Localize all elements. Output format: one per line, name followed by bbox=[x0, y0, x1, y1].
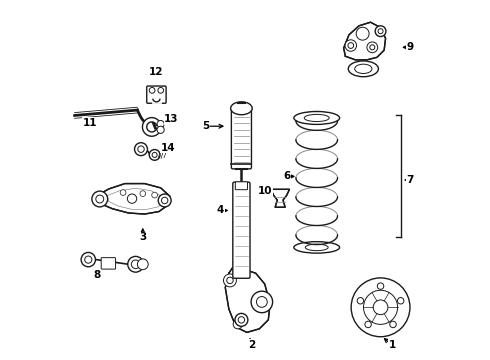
Ellipse shape bbox=[348, 61, 378, 77]
FancyBboxPatch shape bbox=[233, 182, 250, 278]
FancyBboxPatch shape bbox=[147, 86, 166, 103]
Ellipse shape bbox=[378, 29, 383, 34]
Ellipse shape bbox=[81, 252, 96, 267]
Text: 2: 2 bbox=[248, 340, 256, 350]
Ellipse shape bbox=[238, 317, 245, 323]
Ellipse shape bbox=[294, 112, 340, 125]
Ellipse shape bbox=[375, 26, 386, 37]
Ellipse shape bbox=[128, 256, 144, 272]
Ellipse shape bbox=[138, 146, 144, 152]
Ellipse shape bbox=[161, 197, 168, 204]
Ellipse shape bbox=[152, 192, 157, 198]
Ellipse shape bbox=[357, 297, 364, 304]
FancyBboxPatch shape bbox=[235, 182, 247, 190]
Ellipse shape bbox=[152, 152, 157, 157]
Polygon shape bbox=[96, 184, 170, 214]
Ellipse shape bbox=[120, 190, 126, 195]
Ellipse shape bbox=[235, 314, 248, 326]
Ellipse shape bbox=[85, 256, 92, 263]
FancyBboxPatch shape bbox=[231, 107, 251, 169]
Ellipse shape bbox=[157, 126, 164, 134]
Ellipse shape bbox=[149, 149, 160, 160]
Text: 8: 8 bbox=[94, 270, 101, 280]
Polygon shape bbox=[143, 118, 161, 136]
Ellipse shape bbox=[370, 45, 375, 50]
Text: 13: 13 bbox=[164, 114, 179, 124]
Ellipse shape bbox=[373, 300, 388, 315]
Polygon shape bbox=[343, 22, 386, 60]
Text: 12: 12 bbox=[149, 67, 164, 77]
Ellipse shape bbox=[127, 194, 137, 203]
Text: 10: 10 bbox=[258, 186, 272, 196]
Text: 11: 11 bbox=[83, 118, 98, 128]
Ellipse shape bbox=[348, 42, 354, 48]
FancyBboxPatch shape bbox=[101, 258, 116, 269]
Ellipse shape bbox=[256, 297, 267, 307]
Ellipse shape bbox=[137, 259, 148, 270]
Ellipse shape bbox=[227, 277, 233, 284]
Ellipse shape bbox=[158, 194, 171, 207]
Text: 14: 14 bbox=[161, 143, 175, 153]
Ellipse shape bbox=[377, 283, 384, 289]
Ellipse shape bbox=[92, 191, 108, 207]
Text: 1: 1 bbox=[389, 340, 395, 350]
Ellipse shape bbox=[304, 114, 329, 122]
Text: 4: 4 bbox=[217, 206, 224, 216]
Ellipse shape bbox=[140, 191, 146, 197]
Ellipse shape bbox=[251, 291, 272, 313]
Ellipse shape bbox=[135, 143, 147, 156]
Ellipse shape bbox=[305, 244, 328, 251]
Ellipse shape bbox=[149, 87, 155, 93]
Ellipse shape bbox=[367, 42, 378, 53]
Text: 7: 7 bbox=[406, 175, 414, 185]
Text: 5: 5 bbox=[202, 121, 209, 131]
Ellipse shape bbox=[397, 297, 404, 304]
Ellipse shape bbox=[158, 87, 164, 93]
Ellipse shape bbox=[345, 40, 357, 51]
Ellipse shape bbox=[233, 319, 243, 329]
Ellipse shape bbox=[364, 290, 397, 324]
Ellipse shape bbox=[390, 321, 396, 328]
Polygon shape bbox=[271, 189, 290, 207]
Ellipse shape bbox=[351, 278, 410, 337]
Ellipse shape bbox=[355, 64, 372, 73]
Ellipse shape bbox=[231, 102, 252, 115]
Ellipse shape bbox=[96, 195, 104, 203]
Ellipse shape bbox=[131, 260, 140, 269]
Text: 9: 9 bbox=[406, 42, 414, 52]
Ellipse shape bbox=[223, 274, 236, 287]
Ellipse shape bbox=[356, 27, 369, 40]
Text: 6: 6 bbox=[284, 171, 291, 181]
Polygon shape bbox=[225, 268, 270, 332]
Ellipse shape bbox=[294, 242, 340, 253]
Text: 3: 3 bbox=[139, 232, 147, 242]
Ellipse shape bbox=[365, 321, 371, 328]
Ellipse shape bbox=[157, 121, 164, 128]
